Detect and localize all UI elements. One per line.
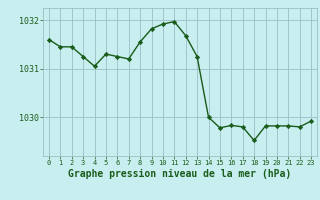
X-axis label: Graphe pression niveau de la mer (hPa): Graphe pression niveau de la mer (hPa) (68, 169, 292, 179)
